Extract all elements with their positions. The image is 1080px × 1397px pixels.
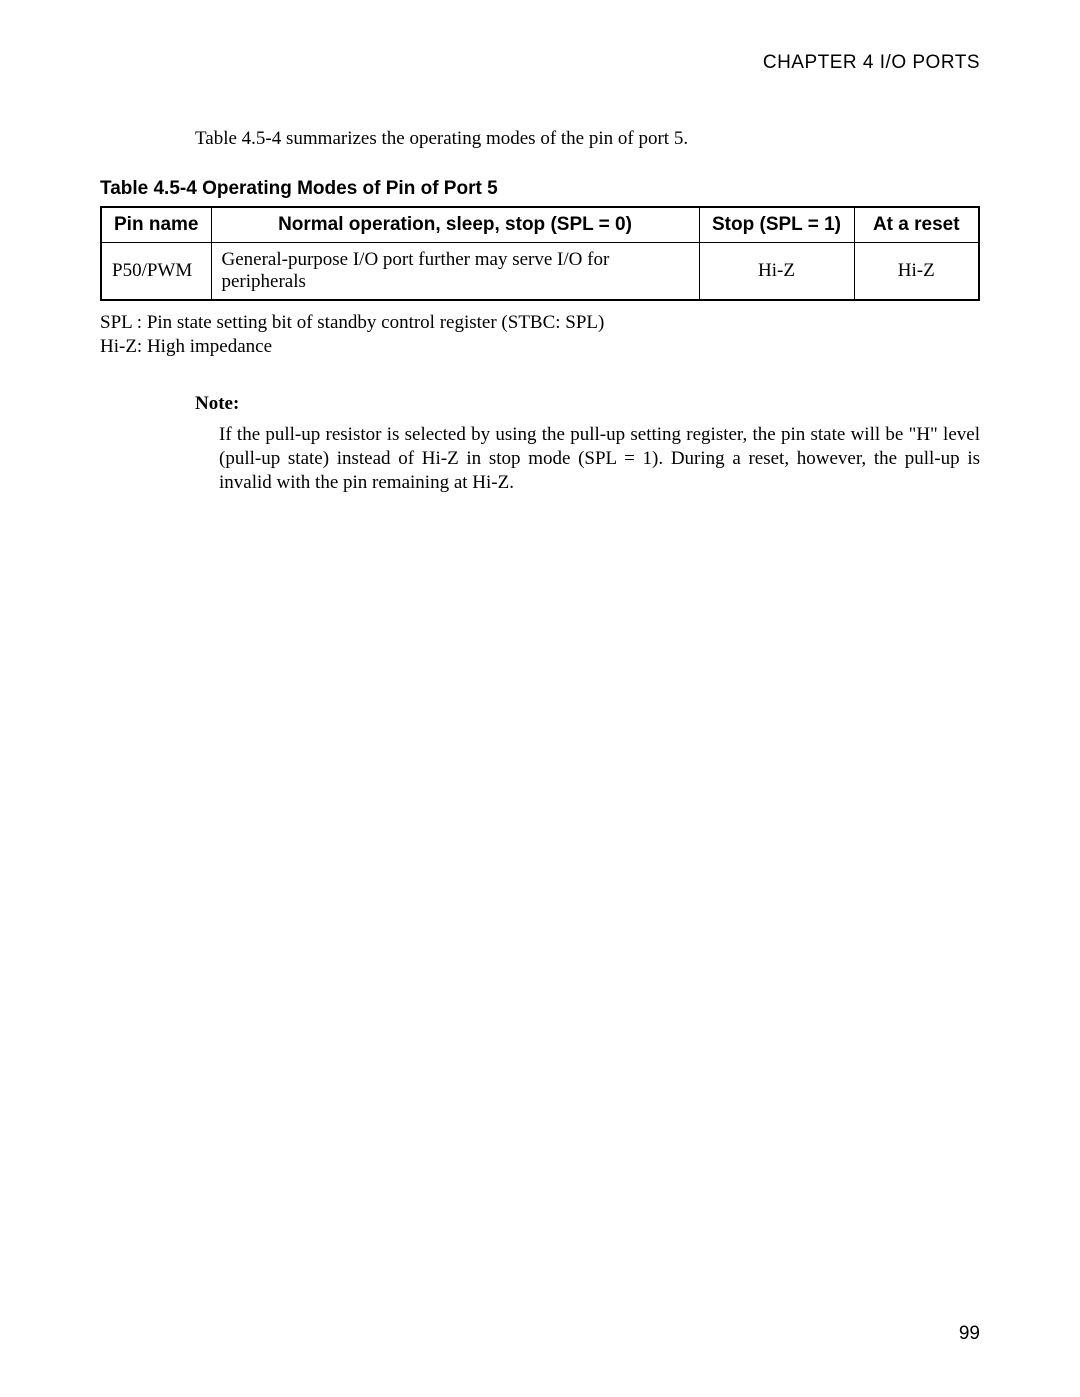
legend-block: SPL : Pin state setting bit of standby c… (100, 311, 980, 359)
table-caption: Table 4.5-4 Operating Modes of Pin of Po… (100, 178, 980, 200)
cell-normal: General-purpose I/O port further may ser… (211, 243, 699, 301)
cell-stop: Hi-Z (699, 243, 854, 301)
col-header-pin: Pin name (101, 207, 211, 243)
note-block: Note: If the pull-up resistor is selecte… (195, 393, 980, 496)
legend-hiz: Hi-Z: High impedance (100, 335, 980, 359)
col-header-reset: At a reset (854, 207, 979, 243)
col-header-normal: Normal operation, sleep, stop (SPL = 0) (211, 207, 699, 243)
cell-reset: Hi-Z (854, 243, 979, 301)
col-header-stop: Stop (SPL = 1) (699, 207, 854, 243)
chapter-header: CHAPTER 4 I/O PORTS (100, 52, 980, 74)
table-row: P50/PWM General-purpose I/O port further… (101, 243, 979, 301)
table-header-row: Pin name Normal operation, sleep, stop (… (101, 207, 979, 243)
intro-text: Table 4.5-4 summarizes the operating mod… (195, 128, 980, 150)
cell-pin: P50/PWM (101, 243, 211, 301)
page-root: CHAPTER 4 I/O PORTS Table 4.5-4 summariz… (0, 0, 1080, 1397)
page-number: 99 (959, 1323, 980, 1345)
note-body: If the pull-up resistor is selected by u… (219, 423, 980, 496)
legend-spl: SPL : Pin state setting bit of standby c… (100, 311, 980, 335)
note-label: Note: (195, 393, 980, 415)
operating-modes-table: Pin name Normal operation, sleep, stop (… (100, 206, 980, 301)
